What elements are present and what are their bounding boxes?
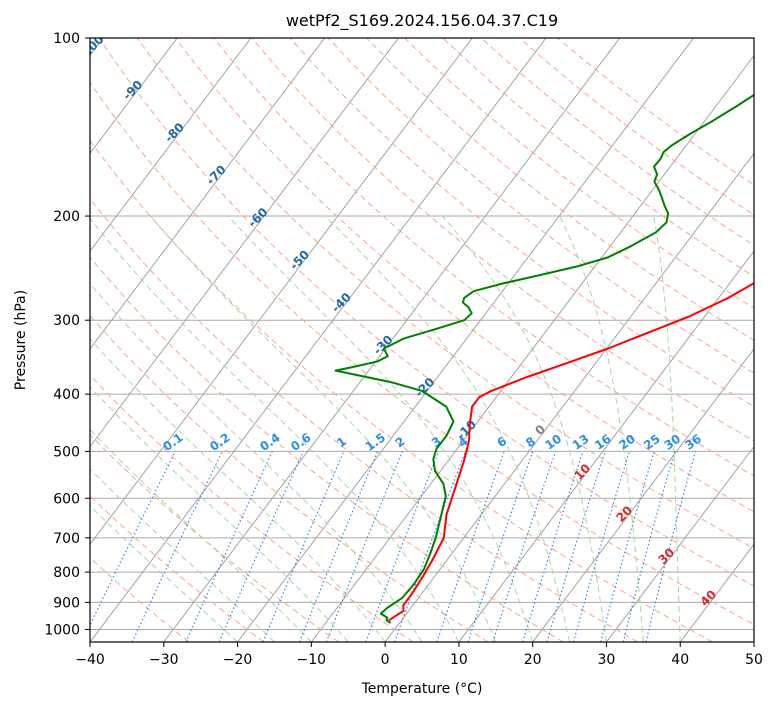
x-tick-label: 0 [381,652,390,668]
moist-adiabat-line [90,217,460,642]
isotherm-line [90,38,399,448]
plot-frame [89,37,755,643]
moist-adiabat-line [653,215,681,642]
moist-adiabat-line [90,338,386,642]
moist-adiabat-line [442,215,607,642]
mixing-ratio-line [262,451,345,642]
mixing-ratio-line [394,451,466,642]
mixing-ratio-line [600,451,655,642]
moist-adiabat-line [559,215,644,642]
y-tick-label: 300 [53,313,80,329]
y-tick-label: 600 [53,491,80,507]
dewpoint-series-line [334,93,754,624]
x-axis-label: Temperature (°C) [361,681,483,697]
y-tick-label: 500 [53,444,80,460]
dry-adiabat-line [90,256,564,642]
x-tick-label: −10 [297,652,327,668]
mixing-ratio-line [572,451,630,642]
x-tick-label: 20 [524,652,542,668]
mixing-ratio-line [622,451,676,642]
dry-adiabat-line [90,374,414,642]
temperature-series-line [388,281,754,622]
x-tick-label: −20 [223,652,253,668]
isotherm-lines [90,38,754,642]
x-tick-label: 30 [598,652,616,668]
mixing-ratio-line [218,451,304,642]
moist-adiabat-line [325,215,571,642]
isotherm-line [458,250,754,642]
moist-adiabat-line [90,428,312,642]
y-tick-label: 800 [53,565,80,581]
dry-adiabat-line [90,434,339,642]
mixing-ratio-lines [90,451,697,642]
y-axis-ticks: 1000 900 800 700 600 500 400 300 200 100 [44,31,90,638]
y-tick-label: 900 [53,595,80,611]
chart-title: wetPf2_S169.2024.156.04.37.C19 [286,11,558,31]
x-tick-label: 50 [745,652,763,668]
moist-adiabat-line [90,468,275,642]
isotherm-line [90,38,326,350]
dry-adiabat-line [404,38,754,309]
mixing-ratio-line [492,451,557,642]
mixing-ratio-line [645,451,697,642]
mixing-ratio-line [185,451,273,642]
isotherm-line [310,54,754,642]
x-tick-label: 10 [450,652,468,668]
plot-background [90,38,754,642]
mixing-ratio-line [325,451,404,642]
isotherm-line [532,348,754,642]
isotherm-line [163,38,621,642]
y-tick-label: 700 [53,531,80,547]
mixing-ratio-line [436,451,505,642]
y-tick-label: 1000 [44,622,80,638]
x-tick-label: 40 [671,652,689,668]
moist-adiabat-line [227,215,534,642]
isotherm-line [90,38,252,252]
moist-adiabat-lines [90,215,681,642]
isotherm-line [90,38,547,642]
x-tick-label: −40 [75,652,105,668]
y-tick-label: 400 [53,387,80,403]
x-tick-label: −30 [149,652,179,668]
isotherm-line [237,38,694,642]
dry-adiabat-line [136,38,754,549]
dry-adiabat-line [90,198,639,642]
background-lines [90,38,754,642]
moist-adiabat-line [90,282,423,642]
mixing-ratio-line [522,451,584,642]
moist-adiabat-line [90,386,349,642]
mixing-ratio-line [546,451,606,642]
y-tick-label: 100 [53,31,80,47]
mixing-ratio-line [365,451,440,642]
x-axis-ticks: −40 −30 −20 −10 0 10 20 30 40 50 [75,642,763,668]
dry-adiabat-line [175,38,754,513]
y-axis-label: Pressure (hPa) [13,290,29,390]
moist-adiabat-line [150,215,497,642]
mixing-ratio-line [90,451,176,627]
dry-adiabat-line [98,38,754,587]
isotherm-line [90,38,473,546]
isotherm-line [90,38,178,155]
y-tick-label: 200 [53,209,80,225]
dry-adiabat-line [366,38,754,341]
dry-adiabat-line [213,38,754,477]
isotherm-line [384,152,754,642]
mixing-ratio-line [299,451,379,642]
mixing-ratio-line [467,451,534,642]
profile-series [334,93,754,624]
isotherm-line [606,445,754,642]
